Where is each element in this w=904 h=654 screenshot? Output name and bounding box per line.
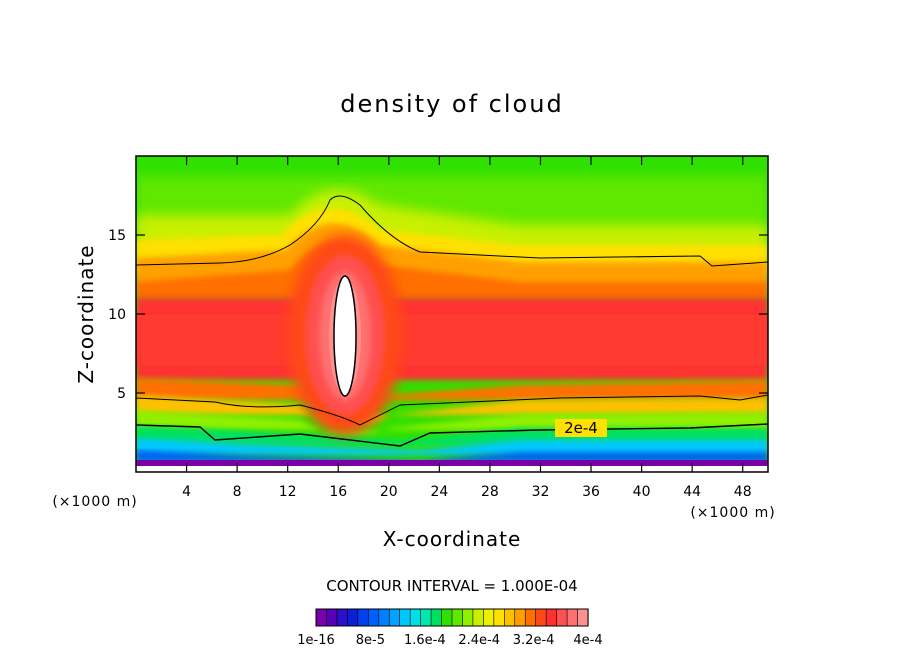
colorbar-swatch bbox=[493, 608, 505, 627]
contour-field bbox=[136, 156, 768, 472]
colorbar-swatch bbox=[545, 608, 558, 627]
y-tick-label: 5 bbox=[117, 386, 126, 402]
field-bottom-white bbox=[136, 466, 768, 472]
plume-peak bbox=[333, 275, 357, 397]
colorbar-swatch bbox=[504, 608, 516, 627]
colorbar-swatch bbox=[535, 608, 547, 627]
x-unit-right: (×1000 m) bbox=[690, 505, 775, 521]
x-tick-label: 28 bbox=[481, 484, 499, 500]
colorbar-swatch bbox=[483, 608, 495, 627]
colorbar-label: 8e-5 bbox=[356, 633, 385, 648]
contour-label-bg bbox=[555, 419, 607, 437]
colorbar-swatch bbox=[378, 608, 390, 627]
colorbar-swatch bbox=[472, 608, 484, 627]
x-tick-label: 44 bbox=[683, 484, 701, 500]
colorbar-swatch bbox=[326, 608, 338, 627]
x-tick-label: 16 bbox=[329, 484, 347, 500]
field-band-red-core bbox=[136, 315, 768, 365]
colorbar-swatch bbox=[388, 608, 401, 627]
colorbar-label: 4e-4 bbox=[573, 633, 602, 648]
colorbar-swatch bbox=[347, 608, 359, 627]
contour-label: 2e-4 bbox=[564, 419, 598, 437]
colorbar-swatch bbox=[514, 608, 526, 627]
colorbar: 1e-16 8e-5 1.6e-4 2.4e-4 3.2e-4 4e-4 bbox=[297, 608, 603, 648]
x-tick-label: 24 bbox=[430, 484, 448, 500]
colorbar-swatch bbox=[399, 608, 411, 627]
x-tick-label: 40 bbox=[633, 484, 651, 500]
y-tick-label: 10 bbox=[108, 307, 126, 323]
colorbar-swatch bbox=[577, 608, 589, 627]
x-tick-label: 48 bbox=[734, 484, 752, 500]
colorbar-swatch bbox=[368, 608, 380, 627]
contour-middle bbox=[136, 394, 768, 426]
colorbar-swatch bbox=[524, 608, 537, 627]
contour-upper bbox=[136, 195, 768, 267]
colorbar-label: 2.4e-4 bbox=[458, 633, 500, 648]
field-band-darkorange bbox=[136, 241, 768, 300]
x-unit-left: (×1000 m) bbox=[52, 494, 137, 510]
y-tick-label: 15 bbox=[108, 228, 126, 244]
colorbar-swatch bbox=[420, 608, 432, 627]
colorbar-swatch bbox=[462, 608, 474, 627]
colorbar-swatch bbox=[409, 608, 422, 627]
field-lower-yellow bbox=[136, 395, 768, 426]
colorbar-swatch bbox=[566, 608, 579, 627]
field-lower-orange bbox=[136, 378, 768, 408]
x-tick-label: 4 bbox=[182, 484, 191, 500]
x-axis-title: X-coordinate bbox=[383, 527, 522, 551]
x-tick-label: 8 bbox=[233, 484, 242, 500]
colorbar-swatch bbox=[556, 608, 568, 627]
x-tick-label: 20 bbox=[380, 484, 398, 500]
field-lower-cyan bbox=[136, 438, 768, 455]
x-tick-label: 12 bbox=[279, 484, 297, 500]
chart-title: density of cloud bbox=[340, 90, 563, 118]
colorbar-swatch bbox=[336, 608, 348, 627]
field-lower-blue bbox=[136, 450, 768, 462]
colorbar-swatch bbox=[451, 608, 464, 627]
colorbar-swatch bbox=[430, 608, 443, 627]
contour-interval-caption: CONTOUR INTERVAL = 1.000E-04 bbox=[326, 577, 577, 595]
y-axis-title: Z-coordinate bbox=[74, 244, 98, 383]
colorbar-swatch bbox=[441, 608, 453, 627]
colorbar-frame bbox=[315, 608, 589, 627]
colorbar-label: 3.2e-4 bbox=[513, 633, 555, 648]
x-tick-label: 32 bbox=[532, 484, 550, 500]
contour-2e-4 bbox=[136, 423, 768, 447]
x-tick-label: 36 bbox=[582, 484, 600, 500]
colorbar-label: 1e-16 bbox=[297, 633, 335, 648]
colorbar-label: 1.6e-4 bbox=[404, 633, 446, 648]
colorbar-swatch bbox=[315, 608, 328, 627]
colorbar-swatch bbox=[357, 608, 369, 627]
